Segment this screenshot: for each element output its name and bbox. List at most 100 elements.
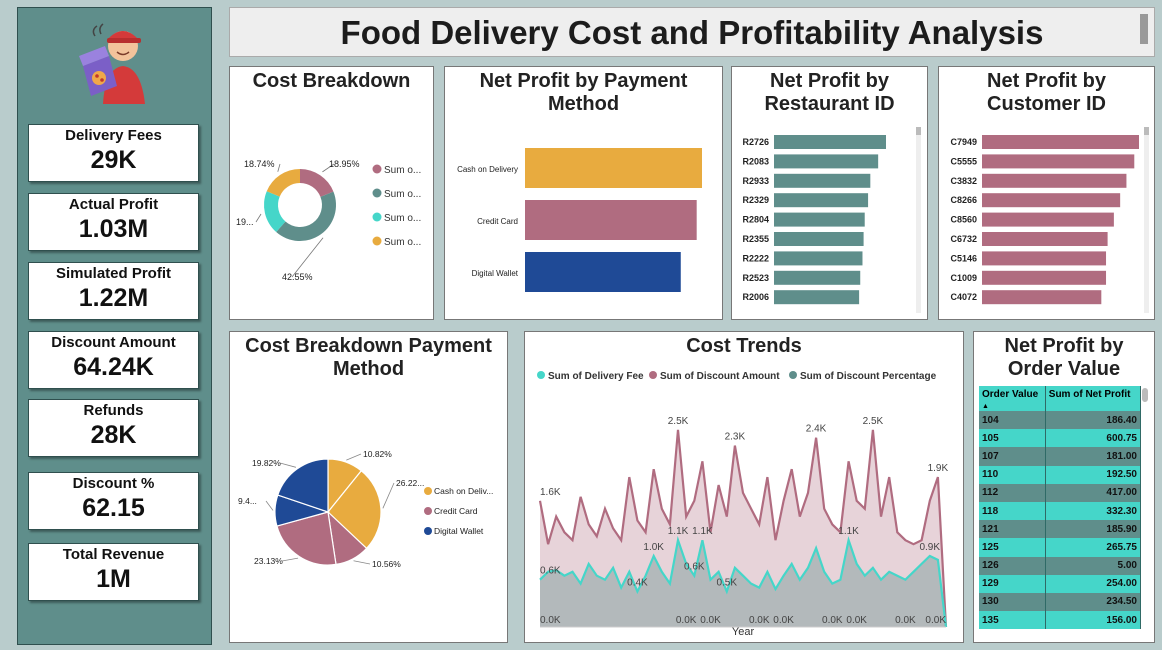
table-row[interactable]: 104 186.40 [979,411,1142,430]
legend-label[interactable]: Sum o... [384,165,421,176]
column-header-order-value[interactable]: Order Value ▲ [979,386,1046,411]
data-label: 0.0K [540,615,561,626]
table-row[interactable]: 110 192.50 [979,465,1142,484]
legend-label[interactable]: Credit Card [434,506,478,516]
delivery-line[interactable] [539,535,948,628]
data-label: 1.1K [838,526,859,537]
legend-marker [372,236,382,246]
table-row[interactable]: 112 417.00 [979,483,1142,502]
order-value-cell: 110 [979,465,1046,484]
table-row[interactable]: 126 5.00 [979,556,1142,575]
table-row[interactable]: 130 234.50 [979,592,1142,612]
table-row[interactable]: 135 156.00 [979,611,1142,630]
table-row[interactable]: 105 600.75 [979,429,1142,448]
category-label: R2933 [742,176,769,186]
profit-bar[interactable] [774,193,869,208]
data-label: 1.9K [928,463,949,474]
profit-bar[interactable] [774,251,863,266]
legend-label[interactable]: Digital Wallet [434,526,484,536]
table-row[interactable]: 129 254.00 [979,574,1142,593]
payment-method-bar-chart[interactable]: Cash on Delivery Credit Card Digital Walle… [445,119,723,319]
profit-bar[interactable] [982,173,1127,188]
profit-bar[interactable] [774,154,879,169]
order-value-cell: 107 [979,447,1046,466]
profit-bar[interactable] [982,212,1114,227]
payment-pie-chart[interactable]: 10.82% 26.22... 10.56% 23.13% 9.4... 19.82% C… [230,384,508,643]
legend-label[interactable]: Sum of Discount Amount [660,371,780,382]
sort-ascending-icon: ▲ [982,403,989,410]
payment-bar[interactable] [525,200,697,240]
kpi-value: 1.22M [78,284,149,312]
order-value-cell: 118 [979,501,1046,521]
order-value-cell: 129 [979,574,1046,593]
slice-label: 10.56% [372,559,401,569]
payment-bar[interactable] [525,252,681,292]
customer-bar-chart[interactable]: C7949 C5555 C3832 C8266 C8560 C6732 C5146 C1009… [939,119,1155,319]
slice-label: 26.22... [396,478,424,488]
table-row[interactable]: 118 332.30 [979,501,1142,521]
legend-marker [372,212,382,222]
profit-bar[interactable] [774,135,886,149]
cost-breakdown-donut-chart[interactable]: 18.95% 42.55% 19... 18.74% Sum o... Sum o...… [230,97,434,317]
donut-slice[interactable] [266,169,300,197]
table-scrollbar[interactable] [1142,388,1148,402]
legend-marker [424,527,432,535]
panel-title: Cost Trends [686,335,802,357]
profit-bar[interactable] [982,270,1107,285]
table-row[interactable]: 125 265.75 [979,538,1142,557]
pie-slice[interactable] [276,511,337,566]
restaurant-bar-chart[interactable]: R2726 R2083 R2933 R2329 R2804 R2355 R2222 R2523… [732,119,928,319]
table-row[interactable]: 107 181.00 [979,447,1142,466]
table-row[interactable]: 121 185.90 [979,520,1142,539]
cost-trends-area-chart[interactable]: Sum of Delivery Fee Sum of Discount Amoun… [525,359,964,643]
profit-bar[interactable] [774,212,865,227]
title-scrollbar[interactable] [1140,14,1148,44]
profit-bar[interactable] [982,193,1121,208]
profit-bar[interactable] [774,270,861,285]
payment-bar[interactable] [525,148,702,188]
payment-pie-panel: Cost Breakdown Payment Method 10.82% 26.2… [229,331,508,643]
category-label: R2804 [742,215,769,225]
profit-bar[interactable] [774,232,864,246]
chart-scrollbar-thumb[interactable] [916,127,921,135]
data-label: 0.0K [846,615,867,626]
legend-label[interactable]: Sum of Delivery Fee [548,371,644,382]
profit-bar[interactable] [982,154,1135,169]
legend-label[interactable]: Sum o... [384,189,421,200]
panel-title-line1: Net Profit by [1004,335,1124,357]
legend-marker [424,507,432,515]
legend-label[interactable]: Sum o... [384,213,421,224]
net-profit-cell: 600.75 [1045,429,1142,448]
category-label: C8266 [950,195,977,205]
profit-bar[interactable] [982,135,1139,149]
slice-leader-line [346,453,362,461]
profit-bar[interactable] [982,251,1107,266]
donut-slice[interactable] [264,191,286,233]
legend-marker [372,188,382,198]
pie-slice[interactable] [327,469,382,550]
panel-title-line2: Restaurant ID [764,93,895,115]
discount-line[interactable] [538,429,948,628]
kpi-value: 28K [90,421,137,449]
pie-slice[interactable] [277,458,329,513]
kpi-discount-amount: Discount Amount 64.24K [28,331,199,389]
data-label: 0.0K [700,615,721,626]
net-profit-cell: 186.40 [1045,411,1142,430]
chart-scrollbar[interactable] [916,127,921,313]
legend-label[interactable]: Cash on Deliv... [434,486,493,496]
profit-bar[interactable] [774,290,860,305]
column-header-net-profit[interactable]: Sum of Net Profit [1045,386,1142,411]
profit-bar[interactable] [982,290,1102,305]
chart-scrollbar[interactable] [1144,127,1149,313]
profit-bar[interactable] [982,232,1108,246]
panel-title-line2: Method [332,358,405,380]
donut-slice[interactable] [276,191,336,241]
legend-label[interactable]: Sum of Discount Percentage [800,371,937,382]
donut-slice[interactable] [300,169,334,197]
legend-label[interactable]: Sum o... [384,237,421,248]
data-label: 0.9K [919,542,940,553]
slice-label: 18.74% [244,159,275,169]
profit-bar[interactable] [774,173,871,188]
data-label: 1.1K [692,526,713,537]
chart-scrollbar-thumb[interactable] [1144,127,1149,135]
